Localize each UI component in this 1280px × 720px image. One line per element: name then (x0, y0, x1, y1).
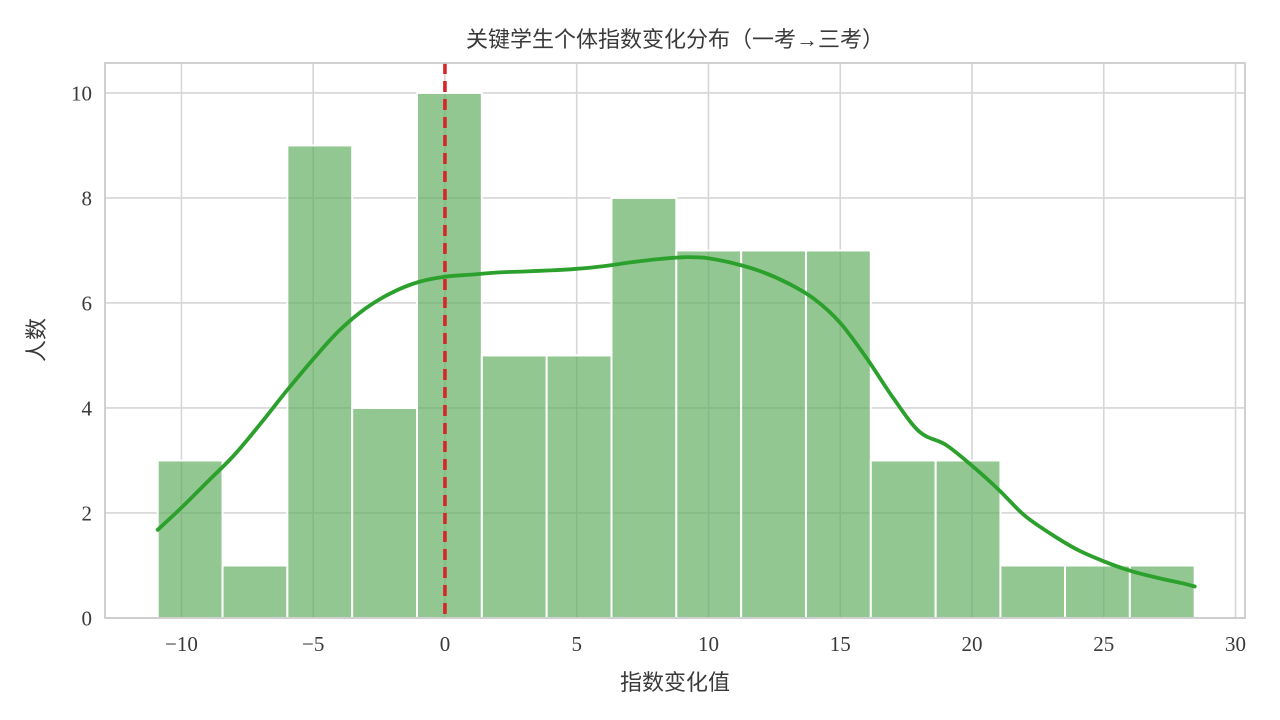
x-tick-label: 30 (1225, 632, 1246, 656)
x-tick-label: 20 (961, 632, 982, 656)
histogram-bar (351, 406, 419, 619)
histogram-bars (156, 91, 1196, 620)
kde-curve (155, 255, 1197, 589)
x-tick-label: 15 (830, 632, 851, 656)
x-tick-label: 0 (440, 632, 451, 656)
x-tick-label: 10 (698, 632, 719, 656)
histogram-bar (675, 249, 743, 620)
chart-title: 关键学生个体指数变化分布（一考→三考） (466, 27, 884, 52)
histogram-bar (545, 354, 613, 619)
histogram-bar (869, 459, 937, 619)
x-tick-label: −10 (165, 632, 198, 656)
x-tick-label: 25 (1093, 632, 1114, 656)
kde-curve-layer (155, 255, 1197, 589)
histogram-bar (740, 249, 807, 620)
y-tick-label: 10 (71, 81, 92, 105)
histogram-bar (1064, 564, 1131, 620)
histogram-bar (156, 459, 224, 619)
y-axis-label: 人数 (24, 318, 49, 362)
histogram-bar (610, 196, 678, 619)
x-axis-label: 指数变化值 (620, 670, 730, 695)
y-tick-label: 4 (82, 396, 93, 420)
histogram-bar (221, 564, 289, 620)
histogram-bar (999, 564, 1067, 620)
y-tick-label: 2 (82, 501, 93, 525)
histogram-bar (804, 249, 872, 620)
histogram-bar (934, 459, 1002, 619)
x-tick-label: −5 (302, 632, 324, 656)
x-tick-label: 5 (571, 632, 582, 656)
plot-border (104, 62, 1246, 619)
y-tick-label: 0 (82, 606, 93, 630)
histogram-bar (480, 354, 548, 619)
axes-spines (104, 62, 1246, 619)
tick-labels: −10 −5 0 5 10 15 20 25 30 0 2 4 6 8 10 (71, 81, 1246, 656)
y-tick-label: 8 (82, 186, 93, 210)
y-tick-label: 6 (82, 291, 93, 315)
histogram-bar (286, 144, 354, 620)
histogram-bar (416, 91, 483, 620)
